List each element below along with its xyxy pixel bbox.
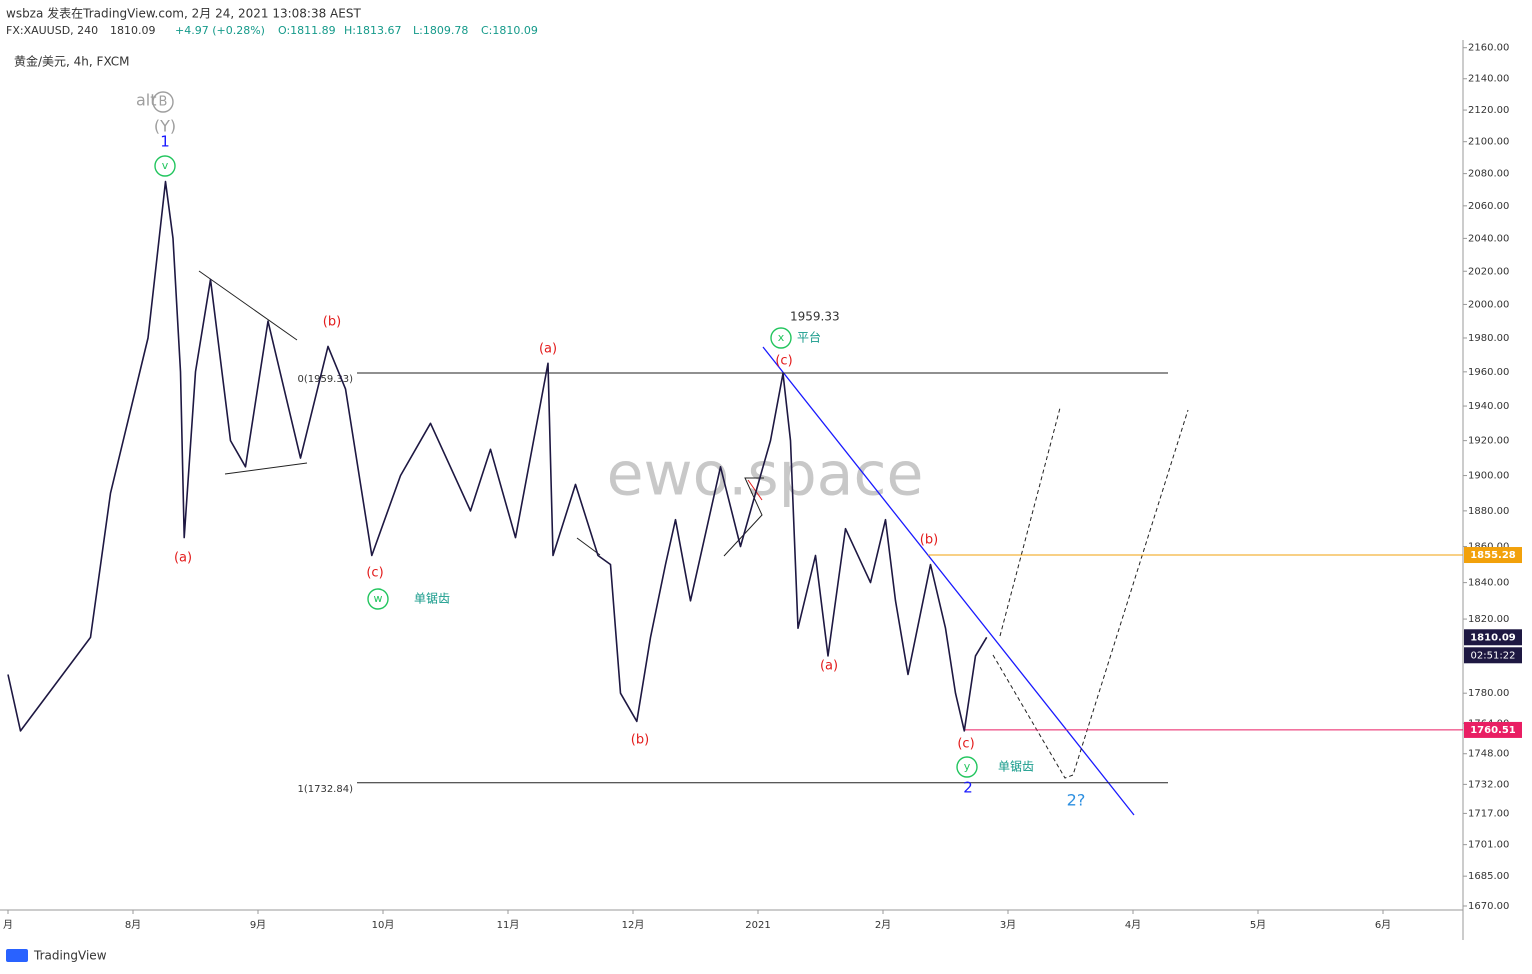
wave-circle [152, 91, 174, 113]
wave-label: (c) [957, 737, 974, 752]
wave-label: 2 [963, 779, 973, 797]
y-tick-label: 2060.00 [1468, 201, 1509, 212]
y-tick-label: 1880.00 [1468, 506, 1509, 517]
x-tick-label: 10月 [372, 919, 395, 931]
price-tag-label: 1855.28 [1470, 550, 1516, 561]
y-tick-label: 1748.00 [1468, 749, 1509, 760]
wave-label: x [778, 331, 785, 344]
wave-label: (a) [820, 659, 838, 674]
wave-label: (b) [631, 733, 649, 748]
wave-label: (a) [174, 551, 192, 566]
y-tick-label: 1820.00 [1468, 614, 1509, 625]
wave-circle [770, 327, 792, 349]
brand: TradingView [6, 949, 107, 963]
ohlc: O:1811.89 [278, 24, 336, 37]
x-tick-label: 12月 [622, 919, 645, 931]
x-tick-label: 8月 [125, 919, 141, 931]
x-tick-label: 2021 [745, 920, 770, 931]
brand-logo [6, 949, 28, 962]
price-tag [1464, 547, 1522, 564]
wave-label: 1959.33 [790, 310, 840, 324]
y-tick-label: 1732.00 [1468, 779, 1509, 790]
projection [999, 407, 1061, 637]
brand-name: TradingView [33, 949, 107, 963]
wave-label: 单锯齿 [998, 759, 1034, 774]
wave-label: v [162, 159, 169, 172]
wave-label: (c) [775, 354, 792, 369]
fib-label: 0(1959.33) [297, 374, 353, 385]
x-tick-label: 6月 [1375, 919, 1391, 931]
watermark: ewo.space [607, 440, 924, 510]
triangle-line [198, 270, 298, 341]
y-tick-label: 2020.00 [1468, 266, 1509, 277]
y-tick-label: 1717.00 [1468, 808, 1509, 819]
price-tag-label: 1810.09 [1470, 632, 1516, 643]
wave-label: (a) [539, 342, 557, 357]
author-line: wsbza 发表在TradingView.com, 2月 24, 2021 13… [6, 6, 361, 21]
wave-label: (Y) [154, 117, 176, 136]
last-price: 1810.09 [110, 24, 156, 37]
y-tick-label: 1780.00 [1468, 688, 1509, 699]
wave-label: y [964, 760, 971, 773]
y-tick-label: 1940.00 [1468, 401, 1509, 412]
fib-label: 1(1732.84) [297, 784, 353, 795]
y-tick-label: 1701.00 [1468, 840, 1509, 851]
y-tick-label: 1670.00 [1468, 901, 1509, 912]
wave-label: B [159, 95, 168, 110]
y-tick-label: 1920.00 [1468, 436, 1509, 447]
symbol: FX:XAUUSD, 240 [6, 24, 98, 37]
x-tick-label: 4月 [1125, 919, 1141, 931]
wave-label: (c) [366, 566, 383, 581]
change: +4.97 (+0.28%) [175, 24, 265, 37]
x-tick-label: 月 [3, 919, 13, 931]
y-tick-label: 2040.00 [1468, 233, 1509, 244]
countdown-box [1464, 647, 1522, 664]
x-tick-label: 11月 [497, 919, 520, 931]
x-tick-label: 5月 [1250, 919, 1266, 931]
wave-label: (b) [920, 533, 938, 548]
y-tick-label: 2080.00 [1468, 169, 1509, 180]
y-tick-label: 2100.00 [1468, 137, 1509, 148]
y-tick-label: 1840.00 [1468, 578, 1509, 589]
wave-circle [367, 588, 389, 610]
channel-line [747, 479, 763, 501]
y-tick-label: 1960.00 [1468, 367, 1509, 378]
projection [992, 409, 1189, 779]
price-line [7, 180, 988, 732]
countdown: 02:51:22 [1471, 650, 1516, 661]
x-tick-label: 3月 [1000, 919, 1016, 931]
y-tick-label: 2140.00 [1468, 74, 1509, 85]
y-tick-label: 2160.00 [1468, 43, 1509, 54]
wave-label: w [374, 592, 383, 605]
wave-circle [956, 756, 978, 778]
triangle-line [224, 462, 308, 475]
wave-circle [154, 155, 176, 177]
wave-label: (b) [323, 315, 341, 330]
wave-label: 平台 [797, 330, 821, 345]
ohlc: C:1810.09 [481, 24, 538, 37]
y-tick-label: 1980.00 [1468, 333, 1509, 344]
y-tick-label: 2000.00 [1468, 299, 1509, 310]
price-tag [1464, 721, 1522, 738]
x-tick-label: 2月 [875, 919, 891, 931]
wave-label: alt [136, 91, 157, 110]
price-tag-label: 1760.51 [1470, 725, 1516, 736]
y-tick-label: 1685.00 [1468, 871, 1509, 882]
wave-label: 2? [1067, 791, 1086, 810]
ohlc: H:1813.67 [344, 24, 401, 37]
x-tick-label: 9月 [250, 919, 266, 931]
y-tick-label: 1900.00 [1468, 471, 1509, 482]
ohlc: L:1809.78 [413, 24, 468, 37]
y-tick-label: 2120.00 [1468, 105, 1509, 116]
wave-label: 单锯齿 [414, 591, 450, 606]
price-tag [1464, 629, 1522, 646]
drawings [198, 270, 1189, 816]
trend-line [762, 346, 1135, 816]
instrument: 黄金/美元, 4h, FXCM [14, 54, 130, 69]
wave-label: 1 [160, 133, 170, 151]
